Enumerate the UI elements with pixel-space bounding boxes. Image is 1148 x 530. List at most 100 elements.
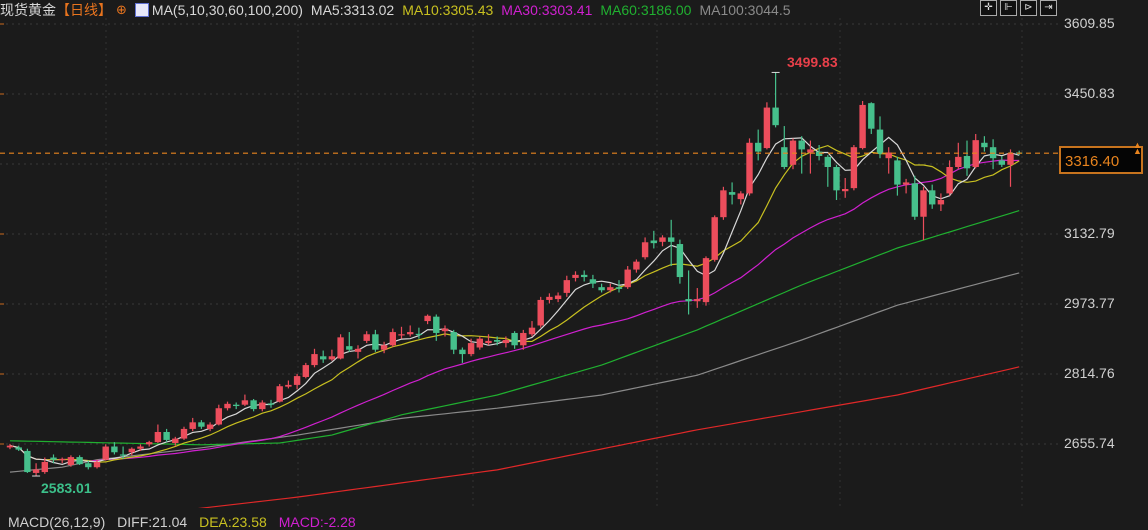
candle-body[interactable] bbox=[337, 337, 344, 359]
candle-body[interactable] bbox=[589, 279, 597, 284]
candle-body[interactable] bbox=[15, 447, 22, 450]
candle-body[interactable] bbox=[537, 299, 544, 326]
candle-body[interactable] bbox=[528, 327, 536, 335]
zoom-out-icon[interactable]: ⊳ bbox=[1020, 0, 1037, 16]
candle-body[interactable] bbox=[137, 446, 144, 449]
candle-body[interactable] bbox=[215, 408, 222, 425]
candle-body[interactable] bbox=[354, 348, 362, 352]
period-selector[interactable]: 【日线】 bbox=[56, 2, 112, 18]
candle-body[interactable] bbox=[206, 424, 214, 429]
candle-body[interactable] bbox=[624, 269, 631, 288]
candle-body[interactable] bbox=[868, 103, 875, 129]
candle-body[interactable] bbox=[755, 142, 762, 152]
candle-body[interactable] bbox=[894, 160, 901, 185]
candle-body[interactable] bbox=[772, 107, 779, 126]
candle-body[interactable] bbox=[833, 166, 840, 191]
candle-body[interactable] bbox=[955, 156, 962, 167]
candle-body[interactable] bbox=[50, 457, 57, 460]
candle-body[interactable] bbox=[224, 403, 231, 409]
ma-params[interactable]: MA(5,10,30,60,100,200) bbox=[151, 2, 303, 18]
candle-body[interactable] bbox=[511, 332, 518, 346]
candle-body[interactable] bbox=[946, 166, 953, 194]
candle-body[interactable] bbox=[702, 258, 710, 303]
candle-body[interactable] bbox=[685, 299, 692, 302]
candle-body[interactable] bbox=[563, 280, 570, 293]
candle-body[interactable] bbox=[372, 334, 379, 350]
candle-body[interactable] bbox=[554, 295, 562, 300]
candle-body[interactable] bbox=[633, 261, 640, 270]
candle-body[interactable] bbox=[320, 356, 327, 360]
candle-body[interactable] bbox=[737, 193, 744, 200]
candle-body[interactable] bbox=[389, 332, 396, 346]
candle-body[interactable] bbox=[720, 190, 727, 218]
crosshair-icon[interactable]: ✛ bbox=[980, 0, 997, 16]
candle-body[interactable] bbox=[920, 190, 927, 217]
exit-icon[interactable]: ⇥ bbox=[1040, 0, 1057, 16]
candle-body[interactable] bbox=[485, 340, 492, 344]
candle-body[interactable] bbox=[59, 458, 66, 461]
candle-body[interactable] bbox=[850, 147, 858, 189]
candle-body[interactable] bbox=[641, 242, 649, 258]
candle-body[interactable] bbox=[76, 457, 83, 465]
candle-body[interactable] bbox=[502, 339, 510, 344]
candle-body[interactable] bbox=[154, 431, 162, 443]
candle-body[interactable] bbox=[963, 155, 971, 169]
candle-body[interactable] bbox=[450, 332, 457, 350]
candle-body[interactable] bbox=[859, 104, 866, 149]
candle-body[interactable] bbox=[311, 354, 318, 366]
candle-body[interactable] bbox=[32, 469, 40, 473]
candle-body[interactable] bbox=[598, 287, 605, 291]
candle-body[interactable] bbox=[824, 156, 831, 167]
candle-body[interactable] bbox=[746, 142, 753, 194]
candle-body[interactable] bbox=[807, 149, 814, 153]
candle-body[interactable] bbox=[728, 192, 736, 195]
candle-body[interactable] bbox=[346, 346, 353, 350]
candle-body[interactable] bbox=[233, 404, 240, 407]
candle-body[interactable] bbox=[398, 334, 405, 336]
candle-body[interactable] bbox=[24, 450, 31, 473]
candle-body[interactable] bbox=[615, 287, 623, 289]
candle-body[interactable] bbox=[407, 332, 414, 335]
candle-body[interactable] bbox=[711, 217, 718, 260]
zoom-in-icon[interactable]: ⊩ bbox=[1000, 0, 1017, 16]
candle-body[interactable] bbox=[302, 365, 309, 377]
ma-indicator-icon[interactable] bbox=[134, 3, 149, 17]
candle-body[interactable] bbox=[172, 438, 179, 444]
candle-body[interactable] bbox=[293, 376, 301, 385]
candle-body[interactable] bbox=[67, 457, 75, 466]
candle-body[interactable] bbox=[111, 446, 118, 453]
candle-body[interactable] bbox=[41, 461, 48, 473]
candle-body[interactable] bbox=[250, 400, 257, 410]
candle-body[interactable] bbox=[380, 345, 388, 350]
candle-body[interactable] bbox=[763, 107, 771, 149]
candle-body[interactable] bbox=[128, 448, 135, 453]
candle-body[interactable] bbox=[189, 422, 196, 429]
candle-body[interactable] bbox=[572, 274, 579, 278]
candle-body[interactable] bbox=[520, 332, 527, 346]
candle-body[interactable] bbox=[876, 129, 884, 154]
candle-body[interactable] bbox=[885, 152, 892, 159]
candle-body[interactable] bbox=[781, 147, 788, 167]
candle-body[interactable] bbox=[6, 445, 14, 448]
candle-body[interactable] bbox=[328, 356, 336, 360]
candle-body[interactable] bbox=[285, 384, 292, 387]
candle-body[interactable] bbox=[650, 240, 657, 244]
candle-body[interactable] bbox=[433, 316, 440, 333]
candle-body[interactable] bbox=[163, 431, 170, 440]
candle-body[interactable] bbox=[476, 338, 483, 348]
candle-body[interactable] bbox=[276, 386, 283, 402]
candle-body[interactable] bbox=[842, 189, 849, 192]
add-indicator-icon[interactable]: ⊕ bbox=[116, 2, 127, 17]
candle-body[interactable] bbox=[467, 343, 475, 355]
candle-body[interactable] bbox=[798, 140, 805, 150]
candle-body[interactable] bbox=[441, 328, 449, 332]
candle-body[interactable] bbox=[668, 237, 675, 242]
candle-body[interactable] bbox=[424, 315, 431, 322]
candle-body[interactable] bbox=[815, 151, 823, 156]
candle-body[interactable] bbox=[981, 142, 988, 148]
candle-body[interactable] bbox=[902, 182, 910, 185]
candle-body[interactable] bbox=[93, 461, 101, 468]
candle-body[interactable] bbox=[581, 274, 588, 278]
candle-body[interactable] bbox=[180, 428, 188, 439]
